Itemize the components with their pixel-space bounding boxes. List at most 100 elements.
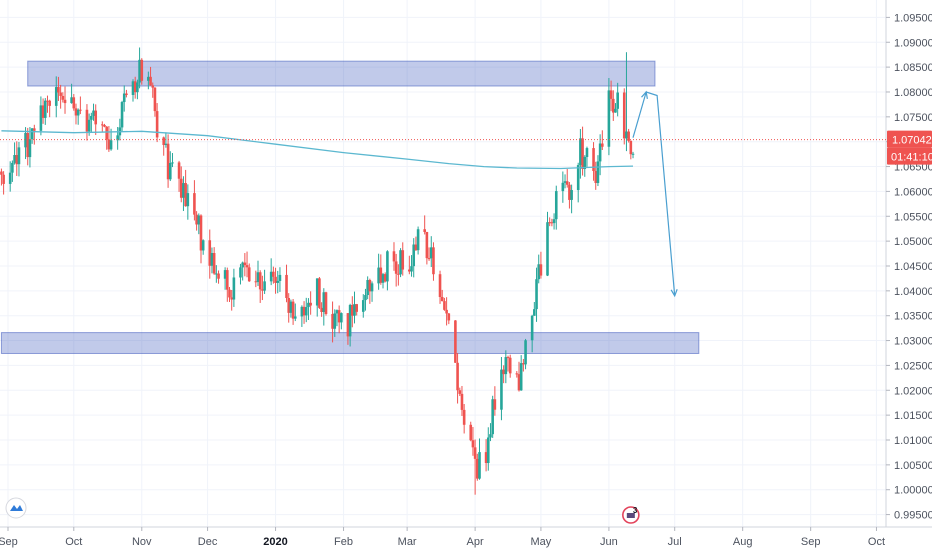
candle-body <box>576 165 580 191</box>
candle-body <box>381 274 385 283</box>
candle-body <box>92 110 95 116</box>
candle-body <box>416 229 420 251</box>
candle-body <box>39 105 43 131</box>
candle-body <box>394 261 398 274</box>
candle-body <box>340 313 343 323</box>
candle-body <box>423 229 426 232</box>
projection-layer[interactable] <box>632 90 678 298</box>
price-tick-label: 1.03500 <box>894 311 932 323</box>
price-tick-label: 1.08000 <box>894 87 932 99</box>
candle-body <box>263 281 266 291</box>
candle-body <box>324 292 328 314</box>
arrow-head-up <box>641 90 648 99</box>
candle-body <box>72 97 76 109</box>
candle-body <box>581 138 584 170</box>
candle-body <box>379 267 383 283</box>
candle-body <box>304 307 308 316</box>
price-tick-label: 0.99500 <box>894 510 932 522</box>
candle-body <box>245 265 249 268</box>
candle-body <box>355 304 358 312</box>
candle-body <box>315 278 319 306</box>
candle-body <box>348 304 352 337</box>
candle-body <box>232 277 236 300</box>
candle-body <box>331 313 334 329</box>
candle-body <box>30 128 34 140</box>
candle-body <box>26 132 30 158</box>
candle-body <box>184 183 187 207</box>
candle-body <box>85 109 89 132</box>
candle-body <box>548 222 551 224</box>
candle-body <box>471 440 475 448</box>
candle-body <box>24 132 27 148</box>
tradingview-logo-icon[interactable] <box>5 497 27 519</box>
candle-body <box>594 171 598 183</box>
price-tick-label: 1.07500 <box>894 112 932 124</box>
candle-body <box>535 279 538 310</box>
candle-body <box>179 178 183 198</box>
candle-body <box>258 272 262 290</box>
candle-body <box>261 289 264 291</box>
candle-body <box>197 215 201 225</box>
candle-body <box>210 253 214 266</box>
candle-body <box>70 97 73 104</box>
candle-body <box>168 162 172 180</box>
candle-body <box>561 182 565 192</box>
candle-body <box>462 409 466 425</box>
candle-body <box>87 119 91 132</box>
time-axis[interactable]: Sep Oct Nov Dec 2020 Feb Mar Apr May Jun Jul Aug Sep… <box>0 526 932 548</box>
candle-body <box>226 270 229 290</box>
candle-body <box>272 271 275 277</box>
candle-body <box>410 266 413 272</box>
candle-body <box>500 369 503 410</box>
candle-body <box>307 302 310 308</box>
candle-body <box>454 320 457 363</box>
candle-body <box>412 244 416 267</box>
candle-body <box>546 222 549 276</box>
candle-body <box>107 139 111 150</box>
candle-body <box>256 272 260 283</box>
price-tick-label: 1.01000 <box>894 435 932 447</box>
candle-body <box>537 264 541 280</box>
candle-body <box>533 309 536 316</box>
candle-body <box>76 109 80 116</box>
candle-body <box>592 148 595 172</box>
countdown-label-bg <box>887 147 932 165</box>
candle-body <box>120 102 124 128</box>
price-tick-label: 1.02000 <box>894 385 932 397</box>
price-axis[interactable]: 1.09500 1.09000 1.08500 1.08000 1.07500 1.070… <box>885 0 932 550</box>
candle-body <box>364 295 367 301</box>
candle-body <box>429 247 433 259</box>
candle-body <box>539 264 543 276</box>
price-tick-label: 1.03000 <box>894 336 932 348</box>
candle-body <box>230 297 233 300</box>
candle-body <box>351 304 354 316</box>
candle-body <box>460 393 464 410</box>
candle-body <box>601 143 604 147</box>
candle-body <box>361 300 365 312</box>
candle-body <box>447 313 451 321</box>
candle-body <box>212 253 216 274</box>
candle-body <box>625 131 628 139</box>
candle-body <box>186 193 190 207</box>
candle-body <box>140 59 144 81</box>
candle-body <box>432 247 435 275</box>
candle-body <box>109 140 113 150</box>
candle-body <box>524 340 527 365</box>
candle-body <box>491 399 494 435</box>
resistance-zone[interactable] <box>27 60 656 87</box>
candle-body <box>622 92 626 139</box>
candle-body <box>171 162 174 164</box>
candle-body <box>278 274 282 281</box>
candle-body <box>228 289 231 298</box>
candle-body <box>239 267 242 278</box>
candle-body <box>530 315 534 341</box>
earnings-event-icon[interactable]: 3 <box>622 506 640 524</box>
candle-body <box>223 270 227 279</box>
candle-body <box>445 309 448 314</box>
candle-body <box>337 310 341 323</box>
candle-body <box>302 306 306 316</box>
candle-body <box>517 374 521 391</box>
projection-arrow-path[interactable] <box>632 91 676 296</box>
candle-body <box>392 251 396 262</box>
